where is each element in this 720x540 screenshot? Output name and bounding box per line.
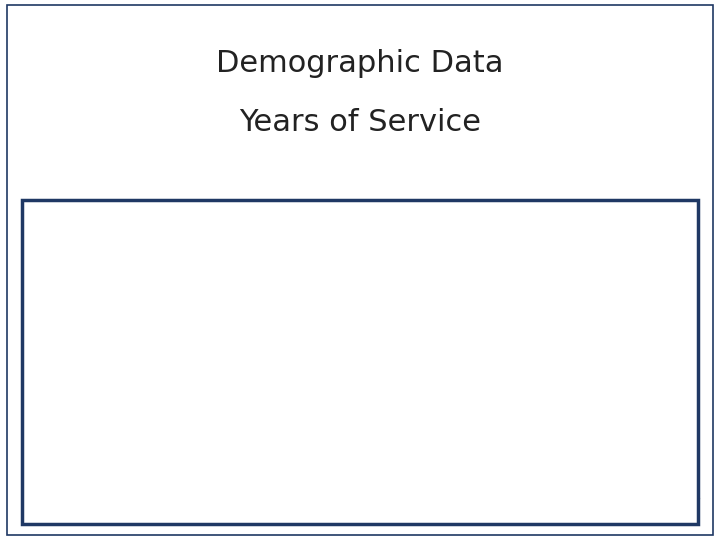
Bar bbox=[122, 233, 510, 269]
Bar bbox=[122, 285, 640, 320]
Title: Years of Service: Years of Service bbox=[330, 201, 469, 216]
Bar bbox=[122, 336, 547, 372]
Bar bbox=[122, 387, 400, 423]
Text: Years of Service: Years of Service bbox=[239, 108, 481, 137]
Text: Demographic Data: Demographic Data bbox=[216, 49, 504, 78]
Bar bbox=[122, 438, 381, 474]
